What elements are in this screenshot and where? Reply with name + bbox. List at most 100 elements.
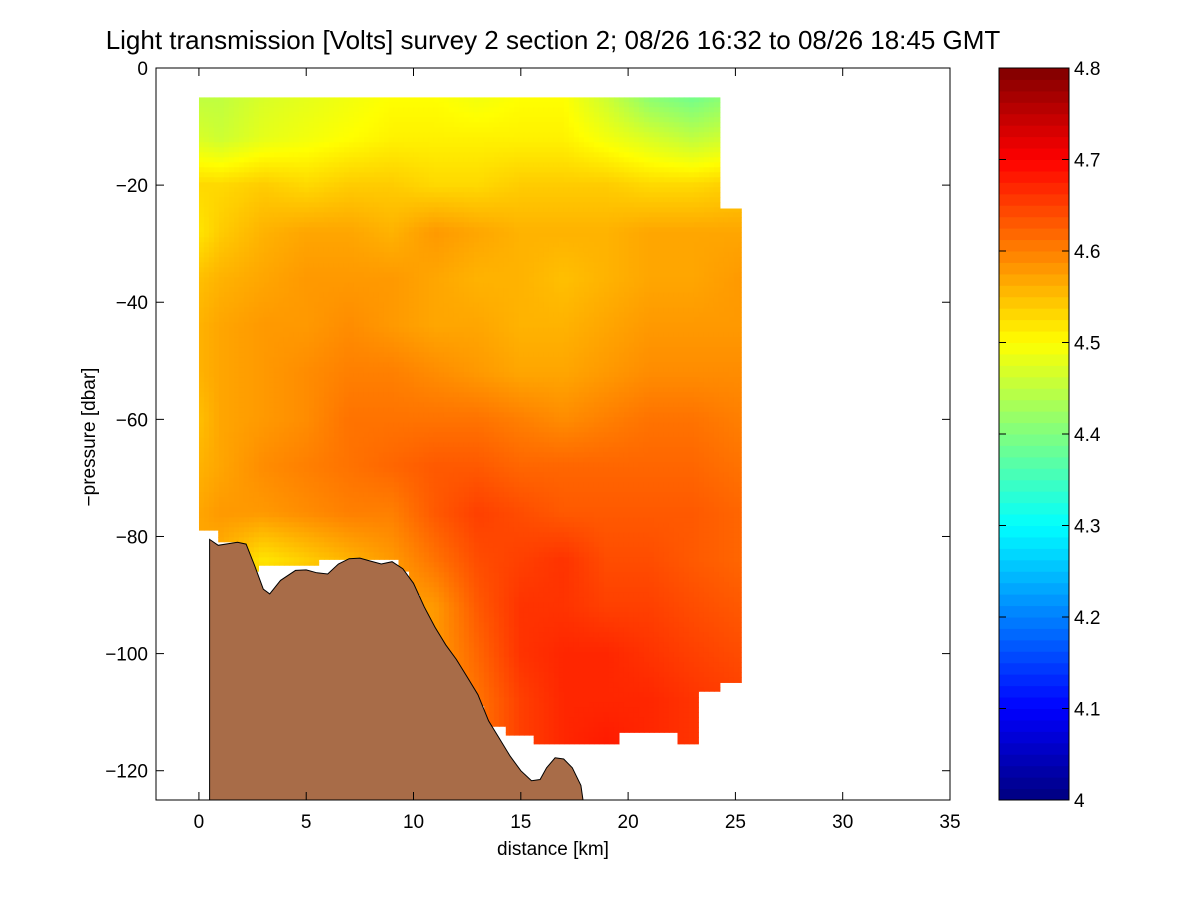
heatmap-cell <box>393 317 400 323</box>
heatmap-cell <box>653 232 660 238</box>
heatmap-cell <box>528 207 535 213</box>
heatmap-cell <box>458 222 465 228</box>
heatmap-cell <box>438 222 445 228</box>
heatmap-cell <box>493 212 500 218</box>
heatmap-cell <box>498 262 505 268</box>
heatmap-cell <box>638 262 645 268</box>
heatmap-cell <box>718 307 725 313</box>
heatmap-cell <box>698 97 705 103</box>
heatmap-cell <box>688 282 695 288</box>
heatmap-cell <box>623 187 630 193</box>
heatmap-cell <box>663 212 670 218</box>
heatmap-cell <box>198 157 205 163</box>
heatmap-cell <box>598 232 605 238</box>
heatmap-cell <box>293 272 300 278</box>
heatmap-cell <box>628 277 635 283</box>
heatmap-cell <box>238 182 245 188</box>
heatmap-cell <box>538 287 545 293</box>
heatmap-cell <box>318 222 325 228</box>
heatmap-cell <box>693 192 700 198</box>
heatmap-cell <box>518 192 525 198</box>
heatmap-cell <box>388 267 395 273</box>
heatmap-cell <box>213 97 220 103</box>
heatmap-cell <box>568 292 575 298</box>
heatmap-cell <box>268 252 275 258</box>
heatmap-cell <box>308 267 315 273</box>
heatmap-cell <box>443 217 450 223</box>
heatmap-cell <box>473 122 480 128</box>
heatmap-cell <box>218 302 225 308</box>
heatmap-cell <box>538 127 545 133</box>
heatmap-cell <box>583 152 590 158</box>
heatmap-cell <box>238 127 245 133</box>
heatmap-cell <box>718 252 725 258</box>
heatmap-cell <box>348 137 355 143</box>
heatmap-cell <box>593 152 600 158</box>
heatmap-cell <box>203 252 210 258</box>
heatmap-cell <box>353 112 360 118</box>
heatmap-cell <box>323 227 330 233</box>
heatmap-cell <box>448 142 455 148</box>
heatmap-cell <box>558 212 565 218</box>
heatmap-cell <box>553 277 560 283</box>
heatmap-cell <box>353 272 360 278</box>
heatmap-cell <box>673 212 680 218</box>
heatmap-cell <box>553 127 560 133</box>
heatmap-cell <box>228 322 235 328</box>
heatmap-cell <box>263 137 270 143</box>
heatmap-cell <box>233 192 240 198</box>
heatmap-cell <box>428 112 435 118</box>
heatmap-cell <box>393 172 400 178</box>
heatmap-cell <box>618 252 625 258</box>
heatmap-cell <box>243 322 250 328</box>
heatmap-cell <box>343 302 350 308</box>
heatmap-cell <box>508 232 515 238</box>
heatmap-cell <box>643 142 650 148</box>
heatmap-cell <box>543 172 550 178</box>
heatmap-cell <box>523 142 530 148</box>
heatmap-cell <box>313 182 320 188</box>
heatmap-cell <box>698 137 705 143</box>
heatmap-cell <box>663 292 670 298</box>
heatmap-cell <box>633 287 640 293</box>
heatmap-cell <box>278 202 285 208</box>
heatmap-cell <box>318 312 325 318</box>
heatmap-cell <box>293 252 300 258</box>
heatmap-cell <box>233 242 240 248</box>
heatmap-cell <box>523 247 530 253</box>
heatmap-cell <box>668 282 675 288</box>
heatmap-cell <box>678 172 685 178</box>
heatmap-cell <box>638 287 645 293</box>
heatmap-cell <box>348 192 355 198</box>
heatmap-cell <box>478 322 485 328</box>
heatmap-cell <box>658 157 665 163</box>
heatmap-cell <box>663 287 670 293</box>
heatmap-cell <box>248 167 255 173</box>
heatmap-cell <box>693 207 700 213</box>
heatmap-cell <box>513 262 520 268</box>
heatmap-cell <box>738 292 742 298</box>
heatmap-cell <box>478 167 485 173</box>
heatmap-cell <box>378 247 385 253</box>
heatmap-cell <box>228 202 235 208</box>
heatmap-cell <box>338 222 345 228</box>
heatmap-cell <box>258 192 265 198</box>
heatmap-cell <box>573 247 580 253</box>
heatmap-cell <box>548 187 555 193</box>
heatmap-cell <box>473 322 480 328</box>
heatmap-cell <box>398 252 405 258</box>
heatmap-cell <box>623 112 630 118</box>
heatmap-cell <box>588 117 595 123</box>
heatmap-cell <box>248 272 255 278</box>
heatmap-cell <box>443 172 450 178</box>
heatmap-cell <box>393 307 400 313</box>
heatmap-cell <box>323 152 330 158</box>
heatmap-cell <box>603 157 610 163</box>
heatmap-cell <box>648 137 655 143</box>
heatmap-cell <box>508 247 515 253</box>
heatmap-cell <box>518 152 525 158</box>
heatmap-cell <box>338 102 345 108</box>
heatmap-cell <box>203 117 210 123</box>
heatmap-cell <box>618 287 625 293</box>
heatmap-cell <box>683 147 690 153</box>
